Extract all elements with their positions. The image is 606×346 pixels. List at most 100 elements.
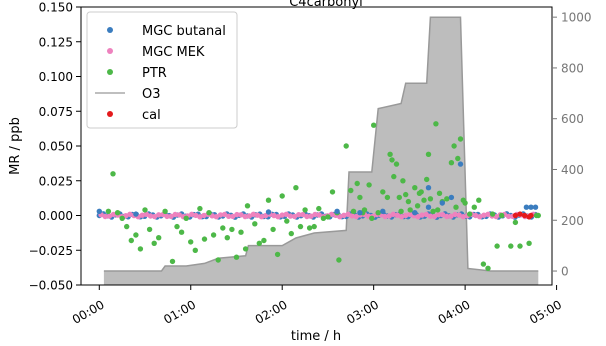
x-tick-label: 02:00 bbox=[253, 297, 290, 326]
mgc-mek-point bbox=[213, 214, 220, 220]
mgc-mek-point bbox=[427, 213, 434, 219]
ptr-point bbox=[375, 210, 381, 216]
ptr-point bbox=[455, 155, 461, 162]
mgc-mek-point bbox=[472, 212, 479, 219]
mgc-mek-point bbox=[291, 213, 298, 220]
cal-point bbox=[528, 212, 534, 219]
y-tick-label: 0.150 bbox=[39, 1, 73, 15]
ptr-point bbox=[274, 251, 281, 258]
ptr-point bbox=[403, 191, 409, 198]
mgc-mek-point bbox=[353, 213, 359, 220]
mgc-mek-point bbox=[440, 212, 446, 218]
ptr-point bbox=[188, 239, 194, 245]
ptr-point bbox=[256, 240, 262, 246]
o3-line bbox=[103, 16, 539, 272]
mgc-mek-point bbox=[349, 213, 355, 219]
ptr-point bbox=[387, 151, 393, 157]
ptr-point bbox=[284, 218, 290, 224]
legend: MGC butanal MGC MEK PTR O3 cal bbox=[86, 11, 238, 129]
ptr-point bbox=[192, 247, 198, 253]
ptr-point bbox=[119, 215, 125, 221]
mgc-mek-point bbox=[485, 211, 491, 217]
mgc-mek-point bbox=[337, 214, 343, 220]
ptr-point bbox=[361, 207, 368, 213]
mgc-mek-point bbox=[460, 214, 466, 220]
ptr-point bbox=[350, 208, 357, 214]
ptr-point bbox=[206, 210, 212, 216]
ptr-point bbox=[430, 208, 436, 214]
mgc-mek-point bbox=[435, 212, 442, 218]
ptr-point bbox=[384, 194, 391, 201]
ptr-point bbox=[343, 143, 349, 149]
ptr-point bbox=[183, 215, 189, 221]
y-tick-label: 0.075 bbox=[39, 105, 73, 119]
ptr-point bbox=[462, 200, 468, 206]
mgc-mek-point bbox=[164, 213, 170, 220]
mgc-mek-point bbox=[415, 214, 421, 220]
y-tick-label: 0.000 bbox=[39, 209, 73, 223]
ptr-point bbox=[433, 121, 439, 127]
mgc-mek-point bbox=[226, 213, 232, 219]
ptr-point bbox=[242, 246, 249, 252]
ptr-point bbox=[369, 215, 375, 221]
ptr-point bbox=[405, 198, 412, 205]
ptr-point bbox=[508, 243, 514, 249]
mgc-mek-point bbox=[477, 214, 483, 220]
legend-label: PTR bbox=[142, 66, 167, 81]
mgc-mek-point bbox=[102, 213, 108, 220]
ptr-point bbox=[146, 226, 153, 233]
ptr-point bbox=[133, 232, 139, 238]
ptr-point bbox=[110, 171, 116, 177]
ptr-point bbox=[261, 237, 267, 244]
legend-label: O3 bbox=[142, 87, 161, 102]
legend-label: MGC MEK bbox=[142, 45, 205, 60]
mgc-mek-point bbox=[193, 212, 199, 219]
mgc-butanal-point bbox=[439, 200, 445, 206]
mgc-butanal-point bbox=[357, 210, 363, 216]
mgc-butanal-point bbox=[380, 208, 386, 214]
series-layer bbox=[96, 121, 541, 271]
mgc-mek-point bbox=[419, 212, 425, 218]
ptr-point bbox=[215, 257, 221, 263]
mgc-mek-point bbox=[423, 211, 429, 218]
mgc-butanal-point bbox=[425, 185, 432, 191]
ptr-point bbox=[293, 185, 299, 191]
mgc-mek-point bbox=[398, 214, 405, 220]
mgc-butanal-point bbox=[448, 194, 455, 201]
y-tick-label: 0.100 bbox=[39, 70, 73, 84]
mgc-mek-point bbox=[110, 211, 117, 218]
ptr-point bbox=[517, 243, 523, 249]
y2-tick-label: 600 bbox=[561, 112, 584, 126]
mgc-butanal-point bbox=[523, 204, 530, 210]
y2-tick-label: 1000 bbox=[561, 11, 592, 25]
y2-axis: 0 200 400 600 800 1000 bbox=[552, 11, 592, 279]
cal-point bbox=[517, 211, 523, 217]
y-tick-label: 0.125 bbox=[39, 35, 73, 49]
mgc-mek-point bbox=[345, 211, 351, 217]
ptr-point bbox=[306, 225, 313, 231]
ptr-point bbox=[526, 240, 532, 246]
y-axis: −0.050 −0.025 0.000 0.025 0.050 0.075 0.100 0.1… bbox=[29, 1, 81, 293]
ptr-point bbox=[489, 211, 496, 217]
mgc-butanal-point bbox=[96, 208, 103, 214]
y2-tick-label: 400 bbox=[561, 163, 584, 177]
ptr-point bbox=[389, 157, 395, 163]
ptr-point bbox=[512, 219, 519, 226]
ptr-point bbox=[311, 223, 317, 230]
mgc-mek-point bbox=[151, 213, 158, 220]
ptr-point bbox=[279, 193, 285, 199]
ptr-point bbox=[162, 208, 168, 214]
x-tick-label: 03:00 bbox=[344, 297, 381, 326]
ptr-point bbox=[476, 197, 482, 203]
ptr-point bbox=[325, 214, 331, 220]
ptr-point bbox=[396, 194, 402, 201]
ptr-point bbox=[414, 203, 421, 209]
ptr-point bbox=[329, 189, 336, 195]
x-tick-label: 01:00 bbox=[161, 297, 198, 326]
mgc-butanal-point bbox=[457, 161, 464, 167]
mgc-mek-point bbox=[283, 211, 289, 217]
mgc-mek-point bbox=[250, 211, 257, 217]
ptr-point bbox=[233, 254, 240, 260]
ptr-point bbox=[535, 212, 541, 219]
mgc-mek-point bbox=[394, 212, 401, 218]
